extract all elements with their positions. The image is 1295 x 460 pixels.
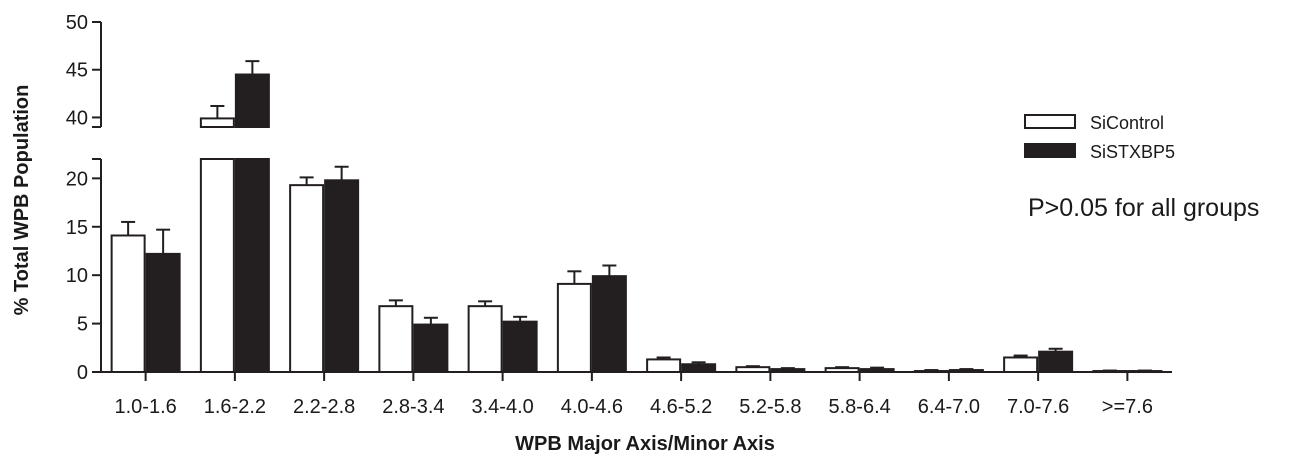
x-tick-label: 5.8-6.4 xyxy=(828,396,890,418)
legend-swatch-sicontrol xyxy=(1024,114,1076,129)
y-tick-label: 50 xyxy=(66,12,88,34)
x-tick-label: 7.0-7.6 xyxy=(1007,396,1069,418)
bar-sicontrol-lower-part xyxy=(199,158,235,373)
bar-sistxbp5-lower-part xyxy=(234,158,270,373)
x-tick-label: 4.6-5.2 xyxy=(650,396,712,418)
bar-sicontrol xyxy=(199,117,235,128)
x-tick-label: 1.0-1.6 xyxy=(114,396,176,418)
bar-sicontrol xyxy=(110,234,146,373)
y-axis-title: % Total WPB Population xyxy=(11,85,33,316)
significance-annotation: P>0.05 for all groups xyxy=(1028,194,1259,222)
bar-sicontrol xyxy=(913,370,949,374)
bar-sicontrol xyxy=(289,184,325,373)
x-tick-label: >=7.6 xyxy=(1102,396,1153,418)
y-tick-label: 40 xyxy=(66,107,88,129)
bar-sistxbp5 xyxy=(234,73,270,128)
y-tick-label: 20 xyxy=(66,168,88,190)
y-tick-label: 5 xyxy=(77,314,88,336)
x-tick-label: 2.8-3.4 xyxy=(382,396,444,418)
bar-sistxbp5 xyxy=(1038,350,1074,373)
x-axis-title: WPB Major Axis/Minor Axis xyxy=(515,433,775,455)
y-ticks: 0 5 10 15 20 40 45 50 xyxy=(66,12,101,384)
legend-label-sicontrol: SiControl xyxy=(1090,113,1164,133)
y-tick-label: 15 xyxy=(66,217,88,239)
bar-sistxbp5 xyxy=(591,275,627,373)
bar-sistxbp5 xyxy=(948,369,984,373)
bar-sistxbp5 xyxy=(681,363,717,374)
x-tick-label: 1.6-2.2 xyxy=(204,396,266,418)
y-tick-label: 45 xyxy=(66,60,88,82)
y-tick-label: 0 xyxy=(77,362,88,384)
bar-sicontrol xyxy=(824,367,860,373)
legend: SiControl SiSTXBP5 xyxy=(1024,113,1175,162)
bar-sicontrol xyxy=(646,358,682,373)
bar-sicontrol xyxy=(378,305,414,373)
bar-sistxbp5 xyxy=(502,320,538,373)
legend-label-sistxbp5: SiSTXBP5 xyxy=(1090,142,1175,162)
x-tick-label: 2.2-2.8 xyxy=(293,396,355,418)
axes xyxy=(92,22,1172,373)
x-tick-label: 6.4-7.0 xyxy=(918,396,980,418)
bar-sistxbp5 xyxy=(770,368,806,374)
bar-sistxbp5 xyxy=(859,368,895,374)
bar-sistxbp5 xyxy=(324,179,360,373)
bar-sicontrol xyxy=(1003,356,1039,373)
bar-sicontrol xyxy=(467,305,503,373)
x-tick-label: 4.0-4.6 xyxy=(561,396,623,418)
x-tick-label: 5.2-5.8 xyxy=(739,396,801,418)
bar-sicontrol xyxy=(735,366,771,373)
bar-sistxbp5 xyxy=(145,252,181,373)
bar-sicontrol xyxy=(556,282,592,373)
bars xyxy=(110,60,1163,374)
x-tick-label: 3.4-4.0 xyxy=(471,396,533,418)
bar-sistxbp5 xyxy=(413,323,449,373)
legend-swatch-sistxbp5 xyxy=(1024,143,1076,158)
y-tick-label: 10 xyxy=(66,265,88,287)
x-tick-labels: 1.0-1.6 1.6-2.2 2.2-2.8 2.8-3.4 3.4-4.0 4.0-4… xyxy=(114,372,1153,418)
